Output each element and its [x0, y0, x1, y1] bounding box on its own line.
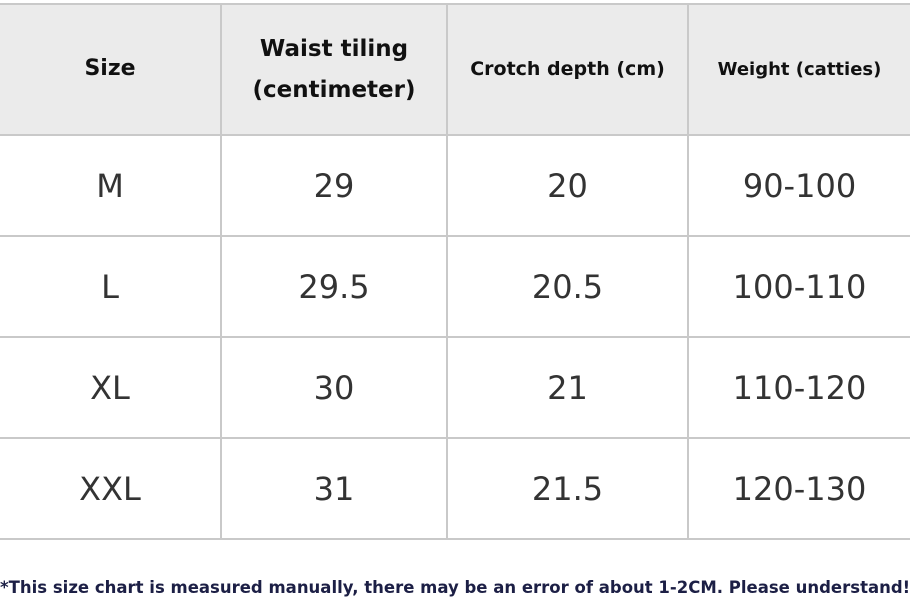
header-cell: Size [0, 5, 222, 136]
table-cell: 90-100 [689, 136, 910, 237]
table-cell: 31 [222, 439, 448, 540]
footnote: *This size chart is measured manually, t… [0, 578, 910, 597]
header-cell: Waist tiling (centimeter) [222, 5, 448, 136]
table-cell: 110-120 [689, 338, 910, 439]
table-cell: M [0, 136, 222, 237]
table-cell: L [0, 237, 222, 338]
header-cell: Weight (catties) [689, 5, 910, 136]
table-cell: 20 [448, 136, 689, 237]
size-table: Size Waist tiling (centimeter) Crotch dept… [0, 3, 910, 540]
table-cell: 30 [222, 338, 448, 439]
table-cell: XL [0, 338, 222, 439]
table-cell: 29 [222, 136, 448, 237]
table-cell: 21 [448, 338, 689, 439]
table-cell: 29.5 [222, 237, 448, 338]
header-cell: Crotch depth (cm) [448, 5, 689, 136]
table-cell: 21.5 [448, 439, 689, 540]
table-cell: XXL [0, 439, 222, 540]
table-cell: 20.5 [448, 237, 689, 338]
table-cell: 120-130 [689, 439, 910, 540]
table-cell: 100-110 [689, 237, 910, 338]
